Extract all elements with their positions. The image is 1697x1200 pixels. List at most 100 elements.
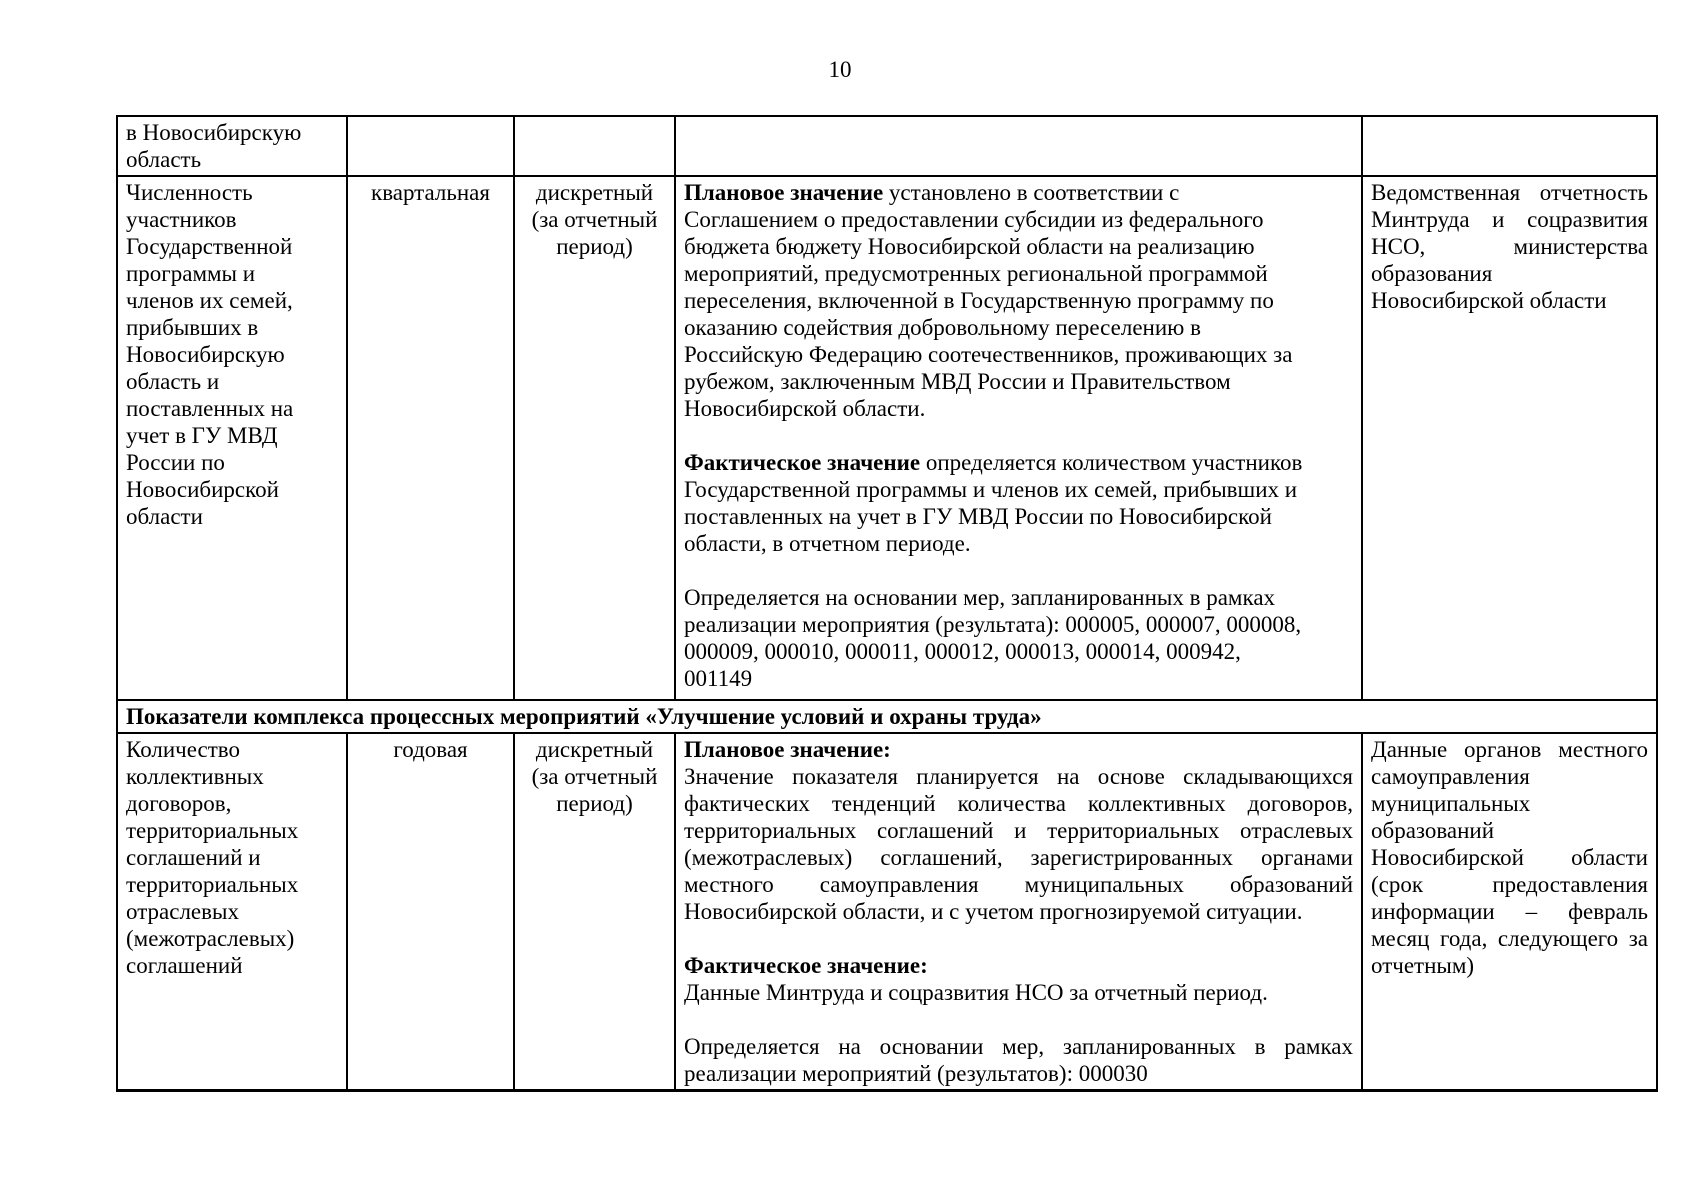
text-line: (межотраслевых) (126, 926, 295, 951)
text-line: Новосибирскую (126, 342, 285, 367)
text-line: Соглашением о предоставлении субсидии из… (684, 207, 1264, 232)
text-line: информации – февраль (1371, 899, 1648, 924)
description-cell: Плановое значение: Значение показателя пл… (674, 732, 1363, 1092)
text-line: Государственной программы и членов их се… (684, 477, 1298, 502)
text-line: договоров, (126, 791, 232, 816)
text-line: Данные Минтруда и соцразвития НСО за отч… (684, 980, 1268, 1005)
text-line: муниципальных (1371, 791, 1531, 816)
text-line (684, 422, 1353, 449)
indicator-name-cell: Численность участников Государственной прог… (116, 175, 348, 701)
text-line: образования (1371, 261, 1493, 286)
text-line: НСО, министерства (1371, 234, 1648, 259)
text-line: коллективных (126, 764, 264, 789)
text-line (684, 1006, 1353, 1033)
text-line: годовая (393, 737, 468, 762)
text-line: Новосибирской области. (684, 396, 926, 421)
period-type-cell: дискретный (за отчетный период) (513, 175, 676, 701)
description-cell: Плановое значение установлено в соответс… (674, 175, 1363, 701)
data-source-cell: Данные органов местного самоуправления мун… (1361, 732, 1658, 1092)
text-line: соглашений (126, 953, 243, 978)
text-line: месяц года, следующего за (1371, 926, 1648, 951)
data-source-cell (1361, 115, 1658, 177)
text-line: местного самоуправления муниципальных об… (684, 872, 1353, 897)
text-line: поставленных на (126, 396, 294, 421)
text-line: 001149 (684, 666, 753, 691)
table-section-header-row: Показатели комплекса процессных мероприя… (116, 699, 1658, 734)
text-line: оказанию содействия добровольному пересе… (684, 315, 1201, 340)
text-line: Новосибирской области, и с учетом прогно… (684, 899, 1303, 924)
page-number: 10 (828, 57, 852, 82)
text-line: Данные органов местного (1371, 737, 1648, 762)
text-line: Фактическое значение определяется количе… (684, 450, 1303, 475)
period-type-cell (513, 115, 676, 177)
indicators-table: в Новосибирскую область Численность участн… (116, 115, 1658, 1092)
text-line: фактических тенденций количества коллект… (684, 791, 1353, 816)
frequency-cell: квартальная (346, 175, 515, 701)
text-line: отчетным) (1371, 953, 1475, 978)
text-line: России по (126, 450, 225, 475)
text-line: Ведомственная отчетность (1371, 180, 1648, 205)
text-line: (срок предоставления (1371, 872, 1648, 897)
text-line: переселения, включенной в Государственну… (684, 288, 1274, 313)
frequency-cell (346, 115, 515, 177)
text-line: бюджета бюджету Новосибирской области на… (684, 234, 1255, 259)
text-line: область и (126, 369, 220, 394)
text-line (684, 925, 1353, 952)
text-line: квартальная (371, 180, 490, 205)
text-line: Новосибирской области (1371, 288, 1607, 313)
text-line: рубежом, заключенным МВД России и Правит… (684, 369, 1231, 394)
section-header: Показатели комплекса процессных мероприя… (116, 699, 1658, 734)
text-line: Определяется на основании мер, запланиро… (684, 1034, 1353, 1059)
text-line: поставленных на учет в ГУ МВД России по … (684, 504, 1272, 529)
text-line: области, в отчетном периоде. (684, 531, 971, 556)
text-line: Плановое значение установлено в соответс… (684, 180, 1180, 205)
text-line: Количество (126, 737, 240, 762)
text-line: дискретный (535, 737, 654, 762)
text-line: участников (126, 207, 237, 232)
text-line: прибывших в (126, 315, 259, 340)
text-line: Новосибирской (126, 477, 279, 502)
text-line: самоуправления (1371, 764, 1530, 789)
frequency-cell: годовая (346, 732, 515, 1092)
text-line: Новосибирской области (1371, 845, 1648, 870)
text-line: территориальных соглашений и территориал… (684, 818, 1353, 843)
text-line: (за отчетный (531, 764, 658, 789)
text-line (684, 557, 1353, 584)
text-line: Значение показателя планируется на основ… (684, 764, 1353, 789)
text-line: Российскую Федерацию соотечественников, … (684, 342, 1293, 367)
text-line: область (126, 147, 202, 172)
indicator-name-cell: в Новосибирскую область (116, 115, 348, 177)
text-line: соглашений и (126, 845, 261, 870)
table-row-continuation: в Новосибирскую область (116, 115, 1658, 177)
text-line: период) (556, 234, 633, 259)
text-line: членов их семей, (126, 288, 293, 313)
text-line: образований (1371, 818, 1495, 843)
text-line: территориальных (126, 818, 299, 843)
text-line: области (126, 504, 203, 529)
text-line: (межотраслевых) соглашений, зарегистриро… (684, 845, 1353, 870)
text-line: реализации мероприятия (результата): 000… (684, 612, 1302, 637)
text-line: в Новосибирскую (126, 120, 302, 145)
text-line: (за отчетный (531, 207, 658, 232)
text-line: Минтруда и соцразвития (1371, 207, 1648, 232)
table-row-collective-agreements: Количество коллективных договоров, территор… (116, 732, 1658, 1092)
text-line: учет в ГУ МВД (126, 423, 278, 448)
text-line: Государственной (126, 234, 293, 259)
text-line: 000009, 000010, 000011, 000012, 000013, … (684, 639, 1241, 664)
indicator-name-cell: Количество коллективных договоров, территор… (116, 732, 348, 1092)
data-source-cell: Ведомственная отчетность Минтруда и соцра… (1361, 175, 1658, 701)
text-line: территориальных (126, 872, 299, 897)
text-line: Плановое значение: (684, 737, 891, 762)
text-line: отраслевых (126, 899, 239, 924)
text-line: Фактическое значение: (684, 953, 928, 978)
text-line: Определяется на основании мер, запланиро… (684, 585, 1276, 610)
text-line: период) (556, 791, 633, 816)
text-line: дискретный (535, 180, 654, 205)
period-type-cell: дискретный (за отчетный период) (513, 732, 676, 1092)
text-line: Численность (126, 180, 253, 205)
description-cell (674, 115, 1363, 177)
text-line: реализации мероприятий (результатов): 00… (684, 1061, 1148, 1086)
text-line: программы и (126, 261, 256, 286)
text-line: мероприятий, предусмотренных регионально… (684, 261, 1268, 286)
